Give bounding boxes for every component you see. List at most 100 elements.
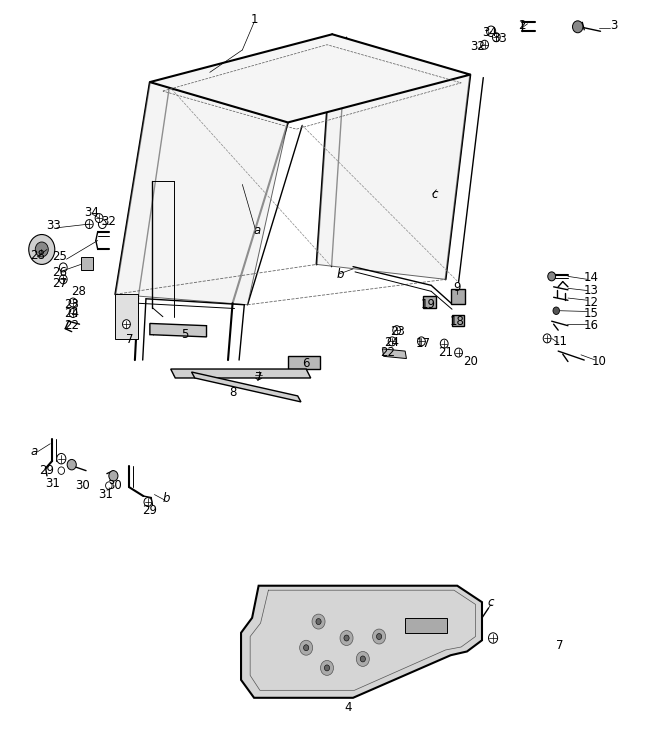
Polygon shape xyxy=(115,82,288,304)
Text: 7: 7 xyxy=(255,370,262,384)
Text: 34: 34 xyxy=(84,206,99,218)
Text: 25: 25 xyxy=(52,251,67,263)
Circle shape xyxy=(388,337,396,346)
Circle shape xyxy=(487,26,496,37)
Text: 16: 16 xyxy=(583,320,598,332)
Text: 27: 27 xyxy=(52,278,67,290)
Text: 8: 8 xyxy=(229,386,236,400)
Circle shape xyxy=(572,21,583,33)
Text: 32: 32 xyxy=(101,215,116,228)
Circle shape xyxy=(109,471,118,481)
Circle shape xyxy=(455,348,462,357)
Circle shape xyxy=(35,242,48,257)
Polygon shape xyxy=(452,315,464,326)
Text: 34: 34 xyxy=(483,26,497,39)
Text: c: c xyxy=(431,188,438,201)
Text: 28: 28 xyxy=(71,285,86,298)
Circle shape xyxy=(60,274,67,284)
Text: 24: 24 xyxy=(64,308,79,320)
Text: 3: 3 xyxy=(610,19,617,32)
Polygon shape xyxy=(451,289,465,304)
Text: 20: 20 xyxy=(463,355,477,368)
Circle shape xyxy=(105,482,112,489)
Polygon shape xyxy=(241,586,482,698)
Circle shape xyxy=(360,656,366,662)
Text: 23: 23 xyxy=(64,298,79,310)
Circle shape xyxy=(344,635,349,641)
Text: b: b xyxy=(336,268,344,281)
Polygon shape xyxy=(150,323,207,337)
Circle shape xyxy=(29,235,55,265)
Polygon shape xyxy=(171,369,311,378)
Text: 29: 29 xyxy=(39,464,54,477)
Text: 4: 4 xyxy=(344,701,352,714)
Polygon shape xyxy=(317,34,470,279)
Polygon shape xyxy=(81,257,93,271)
Text: 23: 23 xyxy=(390,326,405,338)
Circle shape xyxy=(58,467,65,475)
Circle shape xyxy=(492,33,500,42)
Circle shape xyxy=(548,272,556,280)
Circle shape xyxy=(254,370,262,380)
Circle shape xyxy=(356,652,370,667)
Text: 33: 33 xyxy=(492,32,507,45)
Text: 18: 18 xyxy=(450,315,465,328)
Text: a: a xyxy=(30,445,37,458)
Circle shape xyxy=(324,665,330,671)
Circle shape xyxy=(553,307,559,314)
Polygon shape xyxy=(192,372,301,402)
Text: 33: 33 xyxy=(46,219,61,232)
Text: 30: 30 xyxy=(75,479,90,492)
Circle shape xyxy=(373,629,386,644)
Circle shape xyxy=(98,220,106,229)
Text: 24: 24 xyxy=(385,336,400,350)
Text: 5: 5 xyxy=(181,328,189,341)
Text: 6: 6 xyxy=(302,357,310,370)
Circle shape xyxy=(489,633,498,644)
Text: 26: 26 xyxy=(52,266,67,279)
Text: 9: 9 xyxy=(453,281,461,294)
Circle shape xyxy=(340,631,353,646)
Text: 31: 31 xyxy=(44,477,60,490)
Circle shape xyxy=(440,339,448,348)
Text: 15: 15 xyxy=(583,308,598,320)
Text: 7: 7 xyxy=(557,639,564,652)
Circle shape xyxy=(69,308,77,317)
Text: 29: 29 xyxy=(143,505,158,518)
Text: 30: 30 xyxy=(107,479,122,492)
Text: 28: 28 xyxy=(30,249,44,262)
Circle shape xyxy=(95,214,103,223)
Circle shape xyxy=(481,40,489,50)
Circle shape xyxy=(320,661,334,676)
Text: 7: 7 xyxy=(126,333,133,346)
Text: 17: 17 xyxy=(416,337,431,350)
Circle shape xyxy=(393,326,401,334)
Text: 22: 22 xyxy=(380,346,395,359)
Circle shape xyxy=(57,454,66,464)
Text: 1: 1 xyxy=(250,13,258,26)
Text: 32: 32 xyxy=(471,40,485,53)
Text: 22: 22 xyxy=(64,320,79,332)
Polygon shape xyxy=(150,34,470,122)
Circle shape xyxy=(312,614,325,629)
Circle shape xyxy=(543,334,551,343)
Text: 10: 10 xyxy=(592,355,607,368)
Text: 12: 12 xyxy=(583,296,598,309)
Text: b: b xyxy=(162,492,170,505)
Circle shape xyxy=(417,337,425,346)
Polygon shape xyxy=(115,294,138,339)
Text: 2: 2 xyxy=(519,19,526,32)
Circle shape xyxy=(69,298,77,307)
Circle shape xyxy=(144,497,152,506)
Polygon shape xyxy=(383,349,406,358)
Circle shape xyxy=(86,220,94,229)
Circle shape xyxy=(60,263,67,272)
Circle shape xyxy=(67,460,77,470)
Circle shape xyxy=(300,640,313,656)
Text: a: a xyxy=(253,224,260,237)
Polygon shape xyxy=(423,296,436,307)
Text: c: c xyxy=(488,596,494,610)
Circle shape xyxy=(316,619,321,625)
Circle shape xyxy=(377,634,382,640)
Circle shape xyxy=(303,645,309,651)
